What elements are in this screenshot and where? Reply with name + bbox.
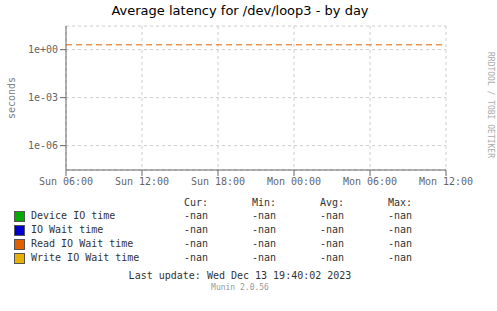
html-text:-nan: -nan — [184, 224, 209, 235]
html-text:Max:: Max: — [388, 197, 413, 208]
html-text:Munin 2.0.56: Munin 2.0.56 — [211, 283, 269, 292]
html-text:-nan: -nan — [184, 252, 209, 263]
html-text:IO Wait time: IO Wait time — [31, 224, 104, 235]
html-text:-nan: -nan — [320, 252, 345, 263]
html-text:Write IO Wait time: Write IO Wait time — [31, 252, 140, 263]
html-text:RRDTOOL / TOBI OETIKER: RRDTOOL / TOBI OETIKER — [486, 52, 495, 158]
html-text:-nan: -nan — [388, 224, 413, 235]
html-text:-nan: -nan — [320, 238, 345, 249]
html-text:-nan: -nan — [320, 224, 345, 235]
html-text:Avg:: Avg: — [320, 197, 345, 208]
html-text:-nan: -nan — [252, 224, 277, 235]
svg-text:1e-06: 1e-06 — [28, 140, 58, 151]
html-text:-nan: -nan — [252, 238, 277, 249]
svg-text:Sun 06:00: Sun 06:00 — [39, 176, 93, 187]
html-text:-nan: -nan — [388, 238, 413, 249]
svg-text:Sun 12:00: Sun 12:00 — [115, 176, 169, 187]
svg-text:1e+00: 1e+00 — [28, 44, 58, 55]
svg-text:seconds: seconds — [8, 77, 17, 119]
html-text:-nan: -nan — [184, 238, 209, 249]
html-text:-nan: -nan — [252, 252, 277, 263]
html-text:-nan: -nan — [320, 210, 345, 221]
svg-text:Mon 06:00: Mon 06:00 — [343, 176, 397, 187]
html-text:-nan: -nan — [388, 210, 413, 221]
html-text:-nan: -nan — [252, 210, 277, 221]
html-text:Average latency for /dev/loop3: Average latency for /dev/loop3 - by day — [111, 3, 369, 18]
html-text:Cur:: Cur: — [184, 197, 209, 208]
html-text:-nan: -nan — [184, 210, 209, 221]
svg-text:1e-03: 1e-03 — [28, 92, 58, 103]
html-text:Read IO Wait time: Read IO Wait time — [31, 238, 134, 249]
svg-text:Sun 18:00: Sun 18:00 — [191, 176, 245, 187]
html-text:Device IO time: Device IO time — [31, 210, 116, 221]
html-text:Min:: Min: — [252, 197, 277, 208]
svg-text:Mon 12:00: Mon 12:00 — [419, 176, 473, 187]
html-text:Last update: Wed Dec 13 19:40:: Last update: Wed Dec 13 19:40:02 2023 — [128, 270, 352, 281]
html-text:-nan: -nan — [388, 252, 413, 263]
svg-text:Mon 00:00: Mon 00:00 — [267, 176, 321, 187]
